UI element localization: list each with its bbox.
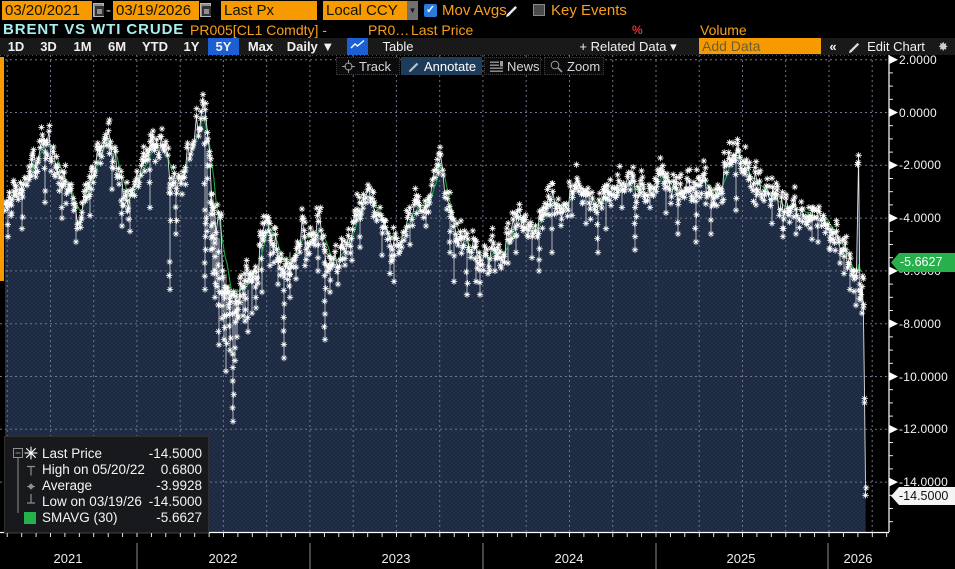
svg-text:2025: 2025 (727, 551, 756, 566)
svg-text:2022: 2022 (209, 551, 238, 566)
svg-text:2021: 2021 (54, 551, 83, 566)
svg-text:2023: 2023 (382, 551, 411, 566)
svg-text:2024: 2024 (555, 551, 584, 566)
svg-text:2026: 2026 (844, 551, 873, 566)
